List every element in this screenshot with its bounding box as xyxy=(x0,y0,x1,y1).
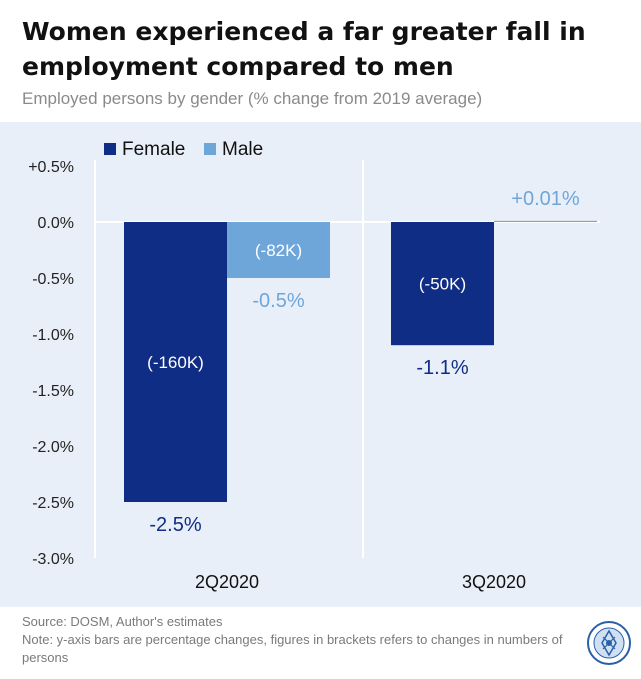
chart-title: Women experienced a far greater fall in … xyxy=(22,17,586,81)
y-tick-label: -3.0% xyxy=(32,551,74,568)
bar-value-label: -2.5% xyxy=(149,514,201,536)
y-tick-label: -0.5% xyxy=(32,271,74,288)
bar-value-label: -1.1% xyxy=(416,357,468,379)
legend-label-male: Male xyxy=(222,139,263,160)
y-tick-label: -2.0% xyxy=(32,439,74,456)
bar-female-3Q2020 xyxy=(391,222,494,346)
bar-value-label: +0.01% xyxy=(511,188,580,210)
y-tick-label: -1.5% xyxy=(32,383,74,400)
chart-footer: Source: DOSM, Author's estimates Note: y… xyxy=(22,613,582,667)
y-tick-label: -1.0% xyxy=(32,327,74,344)
bar-chart: +0.5% 0.0% -0.5% -1.0% -1.5% -2.0% -2.5% -3.0% F… xyxy=(28,139,600,592)
x-category-label: 3Q2020 xyxy=(462,572,526,592)
y-tick-label: +0.5% xyxy=(28,159,74,176)
bar-female-2Q2020 xyxy=(124,222,227,502)
bar-male-3Q2020 xyxy=(494,220,597,222)
y-tick-label: 0.0% xyxy=(38,215,74,232)
bar-count-label: (-160K) xyxy=(147,353,204,372)
chart-panel: +0.5% 0.0% -0.5% -1.0% -1.5% -2.0% -2.5% -3.0% F… xyxy=(0,122,641,607)
bar-count-label: (-50K) xyxy=(419,275,466,294)
x-category-label: 2Q2020 xyxy=(195,572,259,592)
legend-swatch-male xyxy=(204,143,216,155)
legend-swatch-female xyxy=(104,143,116,155)
bar-count-label: (-82K) xyxy=(255,241,302,260)
y-tick-label: -2.5% xyxy=(32,495,74,512)
bar-value-label: -0.5% xyxy=(252,290,304,312)
organization-logo xyxy=(587,621,631,665)
legend-label-female: Female xyxy=(122,139,185,160)
source-note: Source: DOSM, Author's estimates xyxy=(22,614,223,629)
methodology-note: Note: y-axis bars are percentage changes… xyxy=(22,632,563,665)
chart-subtitle: Employed persons by gender (% change fro… xyxy=(22,89,483,108)
bar-male-2Q2020 xyxy=(227,222,330,278)
